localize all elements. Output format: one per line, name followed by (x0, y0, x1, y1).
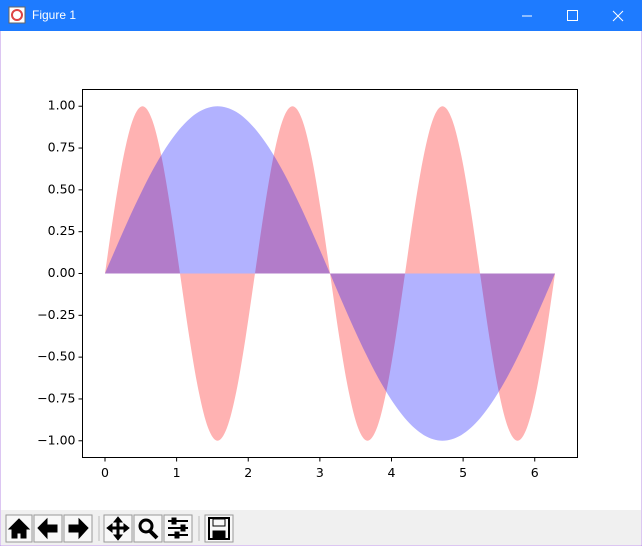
forward-button[interactable] (63, 514, 93, 543)
y-tick-label: 0.75 (48, 140, 76, 155)
maximize-button[interactable] (550, 0, 595, 31)
y-tick-label: 0.00 (48, 265, 76, 280)
x-tick-label: 1 (173, 465, 181, 480)
x-tick-label: 2 (244, 465, 252, 480)
zoom-button[interactable] (133, 514, 163, 543)
back-button[interactable] (33, 514, 63, 543)
x-tick-label: 5 (459, 465, 467, 480)
save-button[interactable] (204, 514, 234, 543)
configure-button[interactable] (163, 514, 193, 543)
y-tick-label: 1.00 (48, 98, 76, 113)
x-tick-label: 0 (101, 465, 109, 480)
close-button[interactable] (595, 0, 641, 31)
home-button[interactable] (5, 514, 33, 543)
plot (104, 106, 556, 441)
x-tick-label: 4 (388, 465, 396, 480)
y-tick-label: 0.50 (48, 181, 76, 196)
y-tick-label: 0.25 (48, 223, 76, 238)
pan-button[interactable] (103, 514, 133, 543)
toolbar (1, 510, 641, 545)
window-title: Figure 1 (32, 8, 76, 22)
y-tick-label: −0.75 (37, 390, 75, 405)
app-icon (8, 6, 26, 24)
y-tick-label: −0.50 (37, 349, 75, 364)
y-tick-label: −1.00 (37, 432, 75, 447)
title-bar (0, 0, 642, 31)
x-tick-label: 3 (316, 465, 324, 480)
minimize-button[interactable] (505, 0, 550, 31)
filled-area (104, 106, 556, 441)
y-tick-label: −0.25 (37, 307, 75, 322)
x-tick-label: 6 (531, 465, 539, 480)
filled-area (104, 106, 556, 441)
